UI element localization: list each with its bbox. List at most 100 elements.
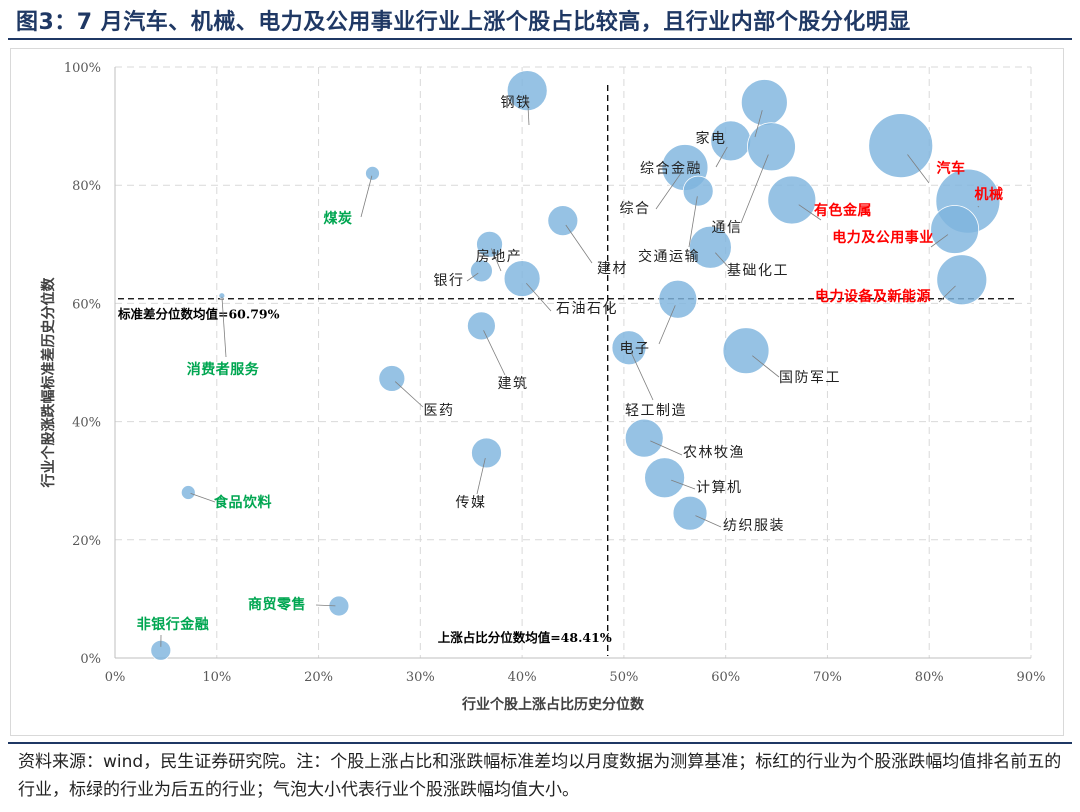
bubble-label: 银行 [434, 273, 465, 289]
bubble-point [180, 485, 196, 500]
bubble-point [503, 260, 541, 297]
leader-line [650, 440, 683, 456]
figure-header: 图3：7 月汽车、机械、电力及公用事业行业上涨个股占比较高，且行业内部个股分化明… [0, 0, 1080, 42]
bubble-label: 家电 [696, 130, 727, 147]
leader-line [526, 283, 552, 312]
bubble-point [624, 418, 664, 458]
leader-line [394, 381, 424, 408]
leader-line [527, 97, 530, 126]
mean-rise-ratio-label: 上涨占比分位数均值=48.41% [438, 630, 612, 645]
source-note: 资料来源：wind，民生证券研究院。注：个股上涨占比和涨跌幅标准差均以月度数据为… [18, 752, 1062, 800]
leader-line [715, 146, 728, 168]
bubble-point [547, 205, 579, 237]
header-rule [8, 38, 1072, 40]
y-axis-title: 行业个股涨跌幅标准差历史分位数 [40, 277, 57, 489]
bubble-chart: 0% 10% 20% 30% 40% 50% 60% 70% 80% 90% 0% 20% 40% 60%… [40, 61, 1046, 713]
bubble-label: 基础化工 [727, 262, 789, 279]
y-tick-label: 60% [72, 297, 101, 312]
bubble-label: 交通运输 [638, 248, 700, 265]
leader-line [655, 173, 681, 210]
x-tick-label: 0% [105, 670, 126, 685]
leader-line [938, 285, 956, 303]
leader-line [715, 252, 732, 271]
leader-line [907, 154, 930, 184]
bubble-label: 综合 [620, 201, 651, 217]
bubble-point [611, 330, 647, 366]
bubble-label: 有色金属 [814, 202, 872, 219]
leader-line [658, 305, 676, 345]
bubble-point [506, 70, 548, 112]
bubble-point [644, 457, 685, 499]
chart-frame: 0% 10% 20% 30% 40% 50% 60% 70% 80% 90% 0% 20% 40% 60%… [10, 48, 1064, 736]
leader-line [483, 330, 506, 376]
bubble-label: 纺织服装 [723, 518, 785, 534]
bubble-point [722, 327, 770, 375]
bubble-point [471, 437, 502, 469]
bubble-point [689, 225, 732, 269]
x-tick-label: 30% [406, 670, 435, 685]
bubble-label: 建筑 [498, 376, 529, 392]
bubble-point [365, 165, 380, 181]
bubble-label: 非银行金融 [137, 616, 210, 633]
leader-line [631, 352, 654, 401]
x-tick-label: 80% [915, 670, 944, 685]
leader-line [671, 479, 696, 490]
x-axis-title: 行业个股上涨占比历史分位数 [461, 696, 645, 713]
bubble-label: 建材 [597, 261, 628, 277]
bubble-point [930, 205, 980, 254]
leader-line [695, 515, 722, 528]
bubble-label: 计算机 [696, 480, 743, 496]
leader-line [977, 206, 980, 208]
y-tick-label: 40% [72, 416, 101, 431]
bubble-label: 消费者服务 [187, 361, 260, 378]
x-tick-label: 20% [304, 670, 333, 685]
bubble-label: 煤炭 [324, 210, 353, 227]
leader-line [221, 296, 227, 358]
leader-line [190, 492, 216, 503]
mean-stddev-label: 标准差分位数均值=60.79% [117, 307, 280, 322]
x-tick-label: 60% [711, 670, 740, 685]
figure-title: 图3：7 月汽车、机械、电力及公用事业行业上涨个股占比较高，且行业内部个股分化明… [16, 10, 911, 35]
leader-line [754, 110, 763, 138]
leader-line [476, 457, 486, 495]
bubble-point [672, 495, 708, 531]
bubble-label: 国防军工 [779, 370, 841, 386]
x-tick-label: 90% [1017, 670, 1046, 685]
bubble-point [658, 279, 698, 319]
footer-rule [8, 742, 1072, 744]
bubble-point [328, 595, 350, 617]
bubble-point [747, 122, 796, 172]
x-tick-label: 50% [609, 670, 638, 685]
leader-line [798, 204, 822, 221]
bubble-label: 商贸零售 [248, 596, 306, 613]
x-tick-label: 40% [508, 670, 537, 685]
bubble-label: 综合金融 [640, 161, 702, 177]
x-tick-label: 70% [813, 670, 842, 685]
bubble-label: 通信 [712, 220, 743, 236]
bubble-label: 电力设备及新能源 [815, 288, 931, 305]
y-tick-label: 0% [80, 652, 101, 667]
y-tick-label: 100% [64, 61, 101, 76]
leader-line [360, 175, 373, 218]
bubble-label: 农林牧渔 [683, 445, 745, 461]
leader-line [740, 154, 769, 224]
bubble-label: 传媒 [456, 495, 487, 511]
y-tick-label: 20% [72, 534, 101, 549]
bubble-label: 医药 [424, 403, 455, 419]
bubble-point [378, 365, 406, 392]
bubble-label: 石油石化 [556, 301, 618, 317]
leader-line [752, 355, 780, 378]
bubble-point [466, 311, 496, 341]
bubble-label: 电力及公用事业 [832, 229, 934, 246]
bubble-point [868, 113, 934, 179]
leader-line [688, 196, 698, 248]
bubble-label: 食品饮料 [214, 494, 272, 511]
bubble-point [476, 230, 503, 258]
bubble-label: 钢铁 [501, 95, 532, 111]
x-tick-label: 10% [202, 670, 231, 685]
bubble-point [469, 259, 493, 283]
leader-line [490, 248, 502, 272]
bubble-point [740, 79, 788, 126]
leader-line [565, 224, 593, 264]
bubble-label: 汽车 [937, 160, 966, 177]
